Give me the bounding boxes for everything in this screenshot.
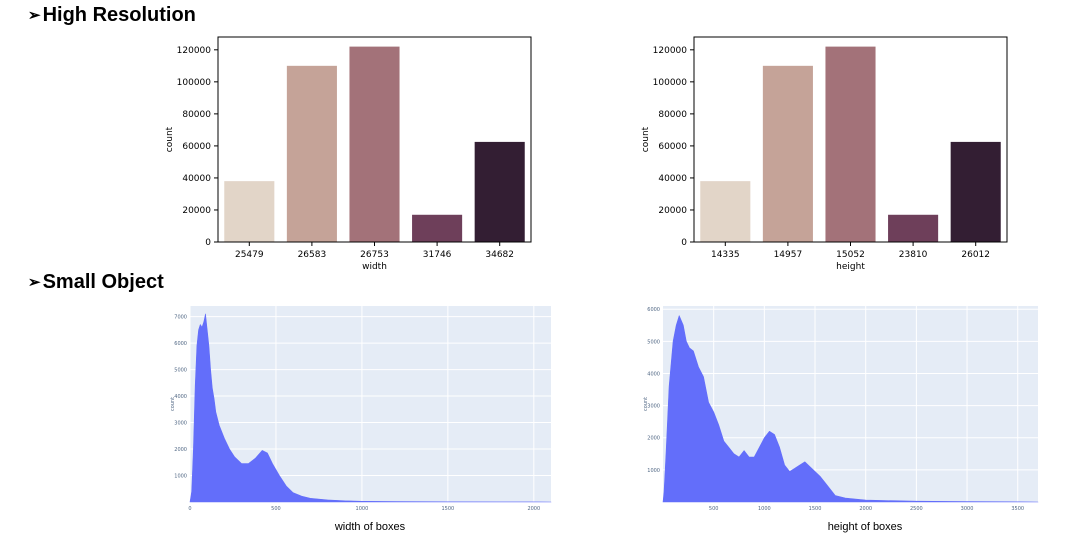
x-tick-label: 1500 xyxy=(809,506,822,512)
y-tick-label: 6000 xyxy=(647,307,660,313)
x-tick-label: 1000 xyxy=(758,506,771,512)
x-axis-label: width xyxy=(362,262,387,272)
x-tick-label: 23810 xyxy=(899,250,928,260)
bar xyxy=(762,65,813,242)
x-tick-label: 3500 xyxy=(1011,506,1024,512)
y-tick-label: 120000 xyxy=(177,46,212,56)
y-tick-label: 5000 xyxy=(647,339,660,345)
x-tick-label: 15052 xyxy=(836,250,865,260)
y-tick-label: 60000 xyxy=(182,142,211,152)
x-axis-label-height-of-boxes: height of boxes xyxy=(827,521,903,533)
y-tick-label: 6000 xyxy=(174,341,187,347)
bar xyxy=(825,46,876,242)
y-tick-label: 20000 xyxy=(658,206,687,216)
bar-chart-width: 25479 26583 26753 31746 34682 0 20000 40000 6000… xyxy=(165,36,532,272)
y-axis-label: count xyxy=(641,126,651,152)
x-axis-label: height xyxy=(836,262,865,272)
x-tick-label: 1000 xyxy=(356,506,369,512)
y-axis-label: count xyxy=(170,397,176,411)
section-heading-small-object: ➢ Small Object xyxy=(28,271,164,294)
y-tick-label: 80000 xyxy=(658,110,687,120)
section-title: Small Object xyxy=(42,271,164,293)
y-tick-label: 1000 xyxy=(647,468,660,474)
x-tick-label: 25479 xyxy=(235,250,264,260)
plot-frame xyxy=(693,36,1008,243)
arrow-bullet-icon: ➢ xyxy=(28,7,41,24)
y-tick-label: 120000 xyxy=(653,46,688,56)
x-tick-label: 26583 xyxy=(298,250,327,260)
bar xyxy=(349,46,400,242)
y-tick-label: 1000 xyxy=(174,474,187,480)
histogram-width-of-boxes: 1000 2000 3000 4000 5000 6000 7000 0 500 1000 1500… xyxy=(170,306,552,512)
y-tick-label: 5000 xyxy=(174,368,187,374)
histogram-area xyxy=(662,315,1039,503)
y-tick-label: 100000 xyxy=(653,78,688,88)
x-tick-label: 26012 xyxy=(961,250,990,260)
y-tick-label: 2000 xyxy=(174,447,187,453)
bar xyxy=(412,214,463,242)
plot-frame xyxy=(217,36,532,243)
arrow-bullet-icon: ➢ xyxy=(28,274,41,291)
y-tick-label: 4000 xyxy=(174,394,187,400)
y-tick-label: 2000 xyxy=(647,436,660,442)
x-tick-label: 500 xyxy=(709,506,719,512)
section-heading-high-resolution: ➢ High Resolution xyxy=(28,4,196,27)
x-tick-label: 14957 xyxy=(774,250,803,260)
x-axis-label-width-of-boxes: width of boxes xyxy=(334,521,406,533)
bar xyxy=(474,141,525,242)
bar xyxy=(888,214,939,242)
y-tick-label: 7000 xyxy=(174,315,187,321)
bar xyxy=(224,181,275,242)
bar xyxy=(286,65,337,242)
x-tick-label: 500 xyxy=(271,506,281,512)
bar xyxy=(950,141,1001,242)
histogram-height-of-boxes: 1000 2000 3000 4000 5000 6000 500 1000 1500 2000 2… xyxy=(643,306,1039,512)
y-tick-label: 0 xyxy=(681,238,687,248)
y-tick-label: 20000 xyxy=(182,206,211,216)
x-tick-label: 3000 xyxy=(961,506,974,512)
y-tick-label: 40000 xyxy=(658,174,687,184)
x-tick-label: 31746 xyxy=(423,250,452,260)
x-tick-label: 2500 xyxy=(910,506,923,512)
y-tick-label: 40000 xyxy=(182,174,211,184)
x-tick-label: 1500 xyxy=(441,506,454,512)
x-tick-label: 26753 xyxy=(360,250,389,260)
bar xyxy=(700,181,751,242)
histogram-area xyxy=(189,313,552,503)
y-tick-label: 60000 xyxy=(658,142,687,152)
y-tick-label: 80000 xyxy=(182,110,211,120)
y-axis-label: count xyxy=(165,126,175,152)
x-tick-label: 14335 xyxy=(711,250,740,260)
y-tick-label: 3000 xyxy=(647,404,660,410)
x-tick-label: 34682 xyxy=(485,250,514,260)
y-tick-label: 100000 xyxy=(177,78,212,88)
x-tick-label: 2000 xyxy=(859,506,872,512)
x-tick-label: 2000 xyxy=(527,506,540,512)
section-title: High Resolution xyxy=(42,4,196,26)
x-tick-label: 0 xyxy=(188,506,191,512)
bar-chart-height: 14335 14957 15052 23810 26012 0 20000 40000 6000… xyxy=(641,36,1008,272)
y-tick-label: 3000 xyxy=(174,421,187,427)
y-tick-label: 0 xyxy=(205,238,211,248)
y-axis-label: count xyxy=(643,397,649,411)
y-tick-label: 4000 xyxy=(647,371,660,377)
